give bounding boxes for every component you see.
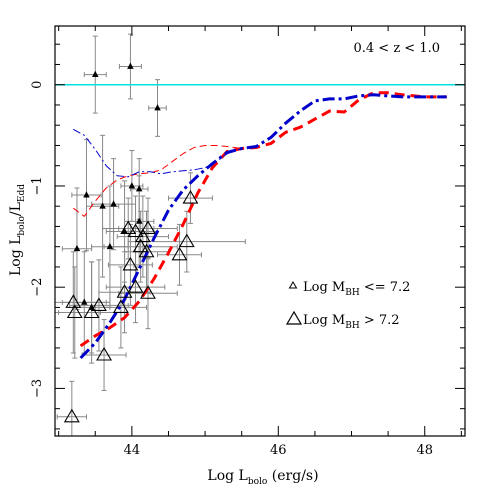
legend-small-triangle-icon bbox=[288, 281, 298, 289]
data-point-small bbox=[128, 182, 136, 189]
data-point-large bbox=[83, 304, 100, 319]
data-point-large bbox=[63, 408, 80, 423]
data-point-small bbox=[135, 185, 143, 192]
data-point-large bbox=[127, 223, 144, 238]
data-point-small bbox=[81, 298, 88, 305]
data-point-large bbox=[171, 246, 188, 261]
data-point-large bbox=[122, 256, 139, 271]
plot-frame bbox=[54, 25, 466, 437]
points-layer bbox=[63, 62, 199, 423]
series-line-thin-dashed-red bbox=[73, 145, 242, 217]
data-point-small bbox=[92, 70, 99, 77]
data-point-large bbox=[127, 279, 144, 293]
legend-small-label: Log MBH <= 7.2 bbox=[303, 280, 410, 298]
data-point-small bbox=[154, 104, 161, 111]
y-tick-label: −3 bbox=[30, 379, 45, 398]
y-tick-label: −2 bbox=[30, 278, 45, 297]
series-line-thick-dashdot-blue bbox=[79, 93, 447, 360]
x-axis-title: Log Lbolo (erg/s) bbox=[207, 468, 318, 487]
legend: Log MBH <= 7.2 Log MBH > 7.2 bbox=[285, 280, 410, 331]
y-axis-title: Log Lbolo/LEdd bbox=[8, 184, 27, 276]
data-point-small bbox=[99, 202, 106, 209]
data-point-large bbox=[90, 297, 107, 311]
data-point-large bbox=[138, 243, 155, 258]
data-point-large bbox=[120, 220, 137, 235]
data-point-small bbox=[110, 200, 117, 207]
data-point-small bbox=[135, 217, 143, 224]
ticks-layer: 44 46 48 0 −1 −2 −3 bbox=[30, 26, 465, 458]
legend-large-label: Log MBH > 7.2 bbox=[303, 313, 400, 331]
x-tick-label: 46 bbox=[270, 443, 287, 458]
data-point-large bbox=[112, 299, 129, 313]
data-point-small bbox=[73, 244, 81, 252]
lines-layer bbox=[55, 83, 465, 360]
data-point-small bbox=[83, 191, 90, 198]
y-tick-label: −1 bbox=[30, 176, 45, 195]
data-point-large bbox=[140, 220, 156, 235]
data-point-large bbox=[116, 284, 133, 298]
series-line-thin-dashdot-blue bbox=[73, 128, 242, 178]
errorbars-layer bbox=[55, 33, 246, 436]
data-point-large bbox=[140, 285, 156, 299]
data-point-large bbox=[96, 346, 113, 361]
data-point-small bbox=[127, 62, 134, 69]
x-tick-label: 48 bbox=[416, 443, 433, 458]
legend-large-triangle-icon bbox=[285, 310, 303, 325]
data-point-large bbox=[178, 233, 195, 248]
y-tick-label: 0 bbox=[30, 81, 45, 89]
redshift-label: 0.4 < z < 1.0 bbox=[353, 41, 440, 56]
data-point-large bbox=[66, 304, 83, 319]
data-point-large bbox=[182, 190, 199, 204]
data-point-large bbox=[132, 238, 149, 253]
data-point-small bbox=[106, 242, 114, 250]
x-tick-label: 44 bbox=[124, 443, 141, 458]
data-point-large bbox=[134, 228, 151, 243]
